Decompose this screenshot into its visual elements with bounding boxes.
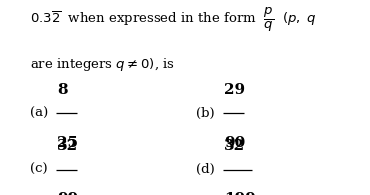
Text: are integers $q \neq 0)$, is: are integers $q \neq 0)$, is: [30, 56, 175, 73]
Text: $0.3\overline{2}$  when expressed in the form  $\dfrac{p}{q}$  $(p,\ q$: $0.3\overline{2}$ when expressed in the …: [30, 6, 316, 34]
Text: (c): (c): [30, 163, 47, 176]
Text: 90: 90: [224, 136, 245, 150]
Text: 99: 99: [57, 192, 78, 195]
Text: 199: 199: [224, 192, 256, 195]
Text: 29: 29: [224, 83, 245, 97]
Text: 32: 32: [224, 139, 245, 153]
Text: 25: 25: [57, 136, 78, 150]
Text: (b): (b): [196, 107, 215, 120]
Text: 32: 32: [57, 139, 78, 153]
Text: (a): (a): [30, 107, 48, 120]
Text: 8: 8: [57, 83, 68, 97]
Text: (d): (d): [196, 163, 215, 176]
